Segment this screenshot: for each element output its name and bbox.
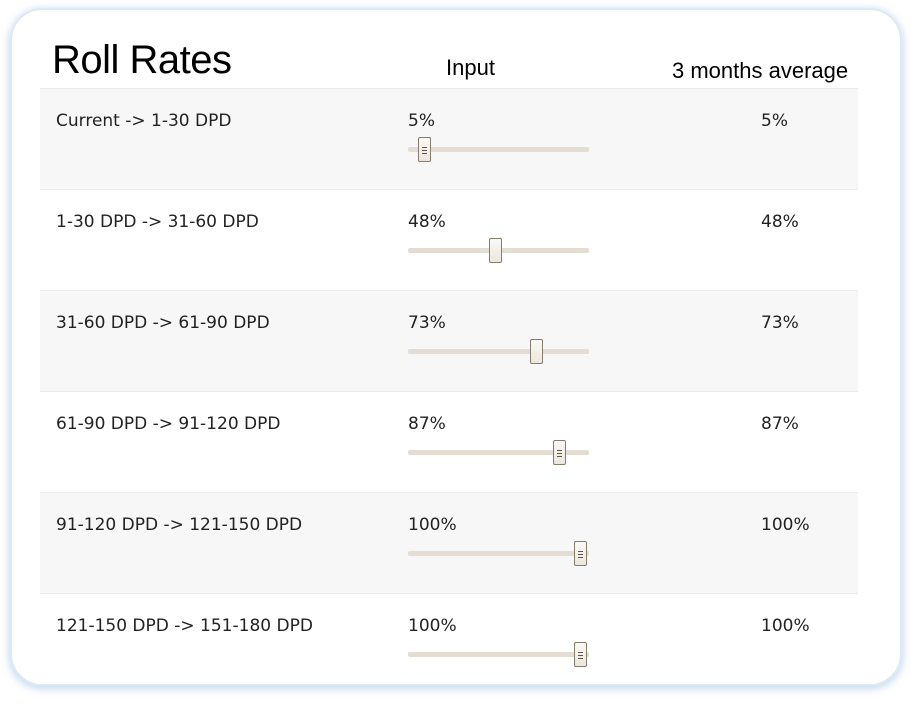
average-value: 100% [761,515,810,535]
slider-handle[interactable] [488,238,502,263]
slider-track[interactable] [408,551,589,556]
row-label: 121-150 DPD -> 151-180 DPD [56,616,313,636]
input-value: 73% [408,313,446,333]
slider-handle[interactable] [574,642,587,667]
average-column-header: 3 months average [672,58,849,83]
slider-handle[interactable] [418,137,432,162]
slider-track[interactable] [408,147,589,152]
input-value: 100% [408,616,457,636]
row-label: 31-60 DPD -> 61-90 DPD [56,313,270,333]
grip-icon [556,450,562,457]
input-value: 100% [408,515,457,535]
row-label: Current -> 1-30 DPD [56,111,232,131]
roll-rate-row: 31-60 DPD -> 61-90 DPD 73% 73% [40,290,858,391]
rate-slider[interactable] [408,137,589,163]
slider-handle[interactable] [529,339,543,364]
slider-handle[interactable] [574,541,587,566]
slider-track[interactable] [408,450,589,455]
page-title: Roll Rates [52,38,232,82]
roll-rate-row: 61-90 DPD -> 91-120 DPD 87% 87% [40,391,858,492]
average-value: 100% [761,616,810,636]
slider-handle[interactable] [552,440,566,465]
average-value: 48% [761,212,799,232]
row-label: 91-120 DPD -> 121-150 DPD [56,515,303,535]
rate-slider[interactable] [408,339,589,365]
rate-slider[interactable] [408,541,589,567]
average-value: 87% [761,414,799,434]
average-value: 5% [761,111,788,131]
row-label: 61-90 DPD -> 91-120 DPD [56,414,281,434]
slider-track[interactable] [408,349,589,354]
input-column-header: Input [446,55,495,80]
average-value: 73% [761,313,799,333]
roll-rate-row: 1-30 DPD -> 31-60 DPD 48% 48% [40,189,858,290]
rate-slider[interactable] [408,642,589,668]
grip-icon [422,147,428,154]
slider-track[interactable] [408,652,589,657]
grip-icon [578,652,583,659]
rate-slider[interactable] [408,440,589,466]
roll-rate-row: 121-150 DPD -> 151-180 DPD 100% 100% [40,593,858,694]
input-value: 87% [408,414,446,434]
row-label: 1-30 DPD -> 31-60 DPD [56,212,259,232]
input-value: 48% [408,212,446,232]
roll-rate-row: 91-120 DPD -> 121-150 DPD 100% 100% [40,492,858,593]
rate-slider[interactable] [408,238,589,264]
roll-rates-table: Current -> 1-30 DPD 5% 5% 1-30 DPD -> 31… [40,88,858,694]
roll-rate-row: Current -> 1-30 DPD 5% 5% [40,88,858,189]
grip-icon [578,551,583,558]
input-value: 5% [408,111,435,131]
